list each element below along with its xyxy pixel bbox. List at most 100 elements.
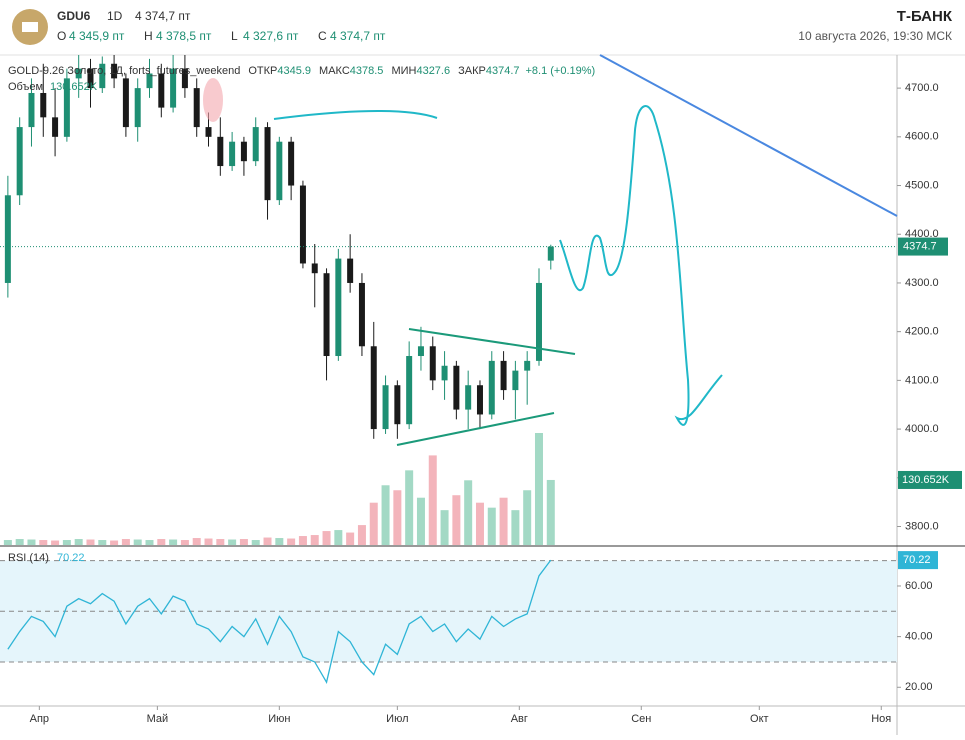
volume-bar — [298, 536, 307, 545]
interval: 1D — [107, 9, 123, 23]
x-tick-label: Авг — [511, 713, 528, 725]
volume-bar — [499, 497, 508, 545]
volume-bar — [15, 539, 24, 545]
volume-bar — [121, 539, 130, 545]
volume-bar — [523, 490, 532, 545]
volume-bar — [204, 538, 213, 545]
rsi-name: RSI (14) — [8, 552, 49, 564]
candle-body — [229, 141, 236, 167]
candle-body — [453, 365, 460, 410]
candle-body — [217, 136, 224, 167]
ohlc-label: H — [144, 29, 153, 43]
x-tick-label: Июл — [386, 713, 408, 725]
legend-item: 4345.9 — [277, 65, 311, 77]
legend-item: 4378.5 — [350, 65, 384, 77]
candle-body — [488, 360, 495, 415]
candle-body — [146, 73, 153, 89]
triangle-lower — [396, 412, 555, 446]
candle-body — [205, 127, 212, 137]
price: 4 374,7 пт — [135, 9, 191, 23]
legend: GOLD-9.26 Золото, 1Д, forts_futures_week… — [8, 65, 595, 77]
y-tick-label: 4700.0 — [905, 82, 939, 94]
volume-bar — [275, 538, 284, 545]
candle-body — [347, 258, 354, 283]
drawings — [203, 54, 898, 446]
volume-bar — [51, 540, 60, 545]
volume-bar — [464, 480, 473, 545]
candle-body — [406, 356, 413, 425]
candle-body — [323, 273, 330, 357]
candle-body — [394, 385, 401, 425]
volume-bar — [39, 540, 48, 545]
legend-item: +8.1 (+0.19%) — [526, 65, 596, 77]
trend-line — [599, 54, 898, 217]
candle-body — [87, 68, 94, 89]
x-tick-label: Сен — [631, 713, 651, 725]
last-price-label: 4374.7 — [903, 240, 937, 252]
volume-bar — [381, 485, 390, 545]
candle-body — [299, 185, 306, 264]
y-tick-label: 4400.0 — [905, 228, 939, 240]
brand: Т‑БАНК — [897, 8, 953, 25]
candle-body — [288, 141, 295, 186]
candle-body — [524, 360, 531, 371]
candle-body — [382, 385, 389, 430]
last-price-box — [898, 237, 948, 256]
volume-bar — [263, 537, 272, 545]
volume-bar — [428, 455, 437, 545]
candle-body — [429, 346, 436, 381]
volume-bar — [440, 510, 449, 545]
legend-item: 4374.7 — [486, 65, 520, 77]
volume-label: 130.652K — [902, 474, 950, 486]
candle-body — [465, 385, 472, 410]
candle-body — [240, 141, 247, 162]
volume-legend-value: 130.652K — [50, 81, 98, 93]
highlight — [203, 78, 223, 122]
ohlc-value: 4 327,6 пт — [243, 29, 299, 43]
volume-bar — [369, 502, 378, 545]
candle-body — [134, 88, 141, 128]
candle-body — [264, 127, 271, 201]
candle-body — [28, 92, 35, 128]
volume-bar — [157, 539, 166, 545]
volume-bar — [393, 490, 402, 545]
legend-item: МИН — [391, 65, 416, 77]
y-tick-label: 4300.0 — [905, 277, 939, 289]
volume-bar — [133, 539, 142, 545]
ohlc-label: O — [57, 29, 66, 43]
y-tick-label: 4600.0 — [905, 131, 939, 143]
candle-body — [417, 346, 424, 357]
candle-body — [16, 127, 23, 196]
volume-bar — [239, 539, 248, 545]
volume-bar — [251, 540, 260, 545]
plot: 3800.03900.04000.04100.04200.04300.04400… — [0, 55, 962, 725]
hand-line — [273, 110, 438, 120]
ohlc-value: 4 378,5 пт — [156, 29, 212, 43]
volume-box — [898, 470, 962, 489]
rsi-tick-label: 60.00 — [905, 580, 933, 592]
volume-bar — [169, 539, 178, 545]
ohlc-value: 4 345,9 пт — [69, 29, 125, 43]
volume-bar — [110, 540, 119, 545]
candle-body — [311, 263, 318, 274]
x-tick-label: Апр — [30, 713, 49, 725]
x-tick-label: Май — [147, 713, 169, 725]
volume-bar — [62, 540, 71, 545]
volume-bar — [228, 539, 237, 545]
legend-item: ЗАКР — [458, 65, 486, 77]
rsi-legend-value: 70.22 — [57, 552, 85, 564]
rsi-box — [898, 551, 938, 570]
candle-body — [63, 78, 70, 137]
y-tick-label: 4100.0 — [905, 374, 939, 386]
candle-body — [276, 141, 283, 201]
y-tick-label: 4500.0 — [905, 179, 939, 191]
candle-body — [370, 346, 377, 430]
candle-body — [75, 68, 82, 79]
legend-item: ОТКР — [248, 65, 277, 77]
rsi-tick-label: 40.00 — [905, 631, 933, 643]
legend-item: GOLD-9.26 Золото, 1Д, forts_futures_week… — [8, 65, 240, 77]
candle-body — [547, 246, 554, 261]
x-tick-label: Окт — [750, 713, 769, 725]
candle-body — [40, 92, 47, 118]
candle-body — [4, 195, 11, 283]
